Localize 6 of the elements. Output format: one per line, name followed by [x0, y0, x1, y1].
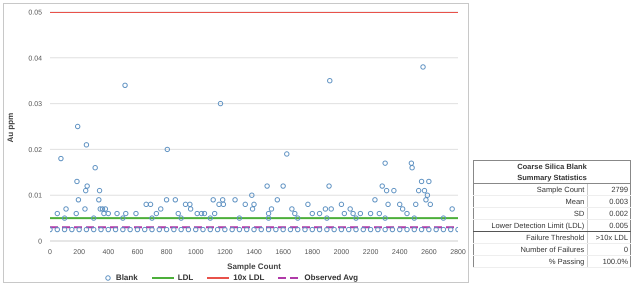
- x-axis-title: Sample Count: [227, 262, 282, 271]
- y-axis-title: Au ppm: [6, 112, 15, 142]
- legend-label: 10x LDL: [232, 273, 264, 282]
- legend-label: Blank: [114, 273, 138, 282]
- legend-label: LDL: [176, 273, 194, 282]
- legend-label: Observed Avg: [303, 273, 358, 282]
